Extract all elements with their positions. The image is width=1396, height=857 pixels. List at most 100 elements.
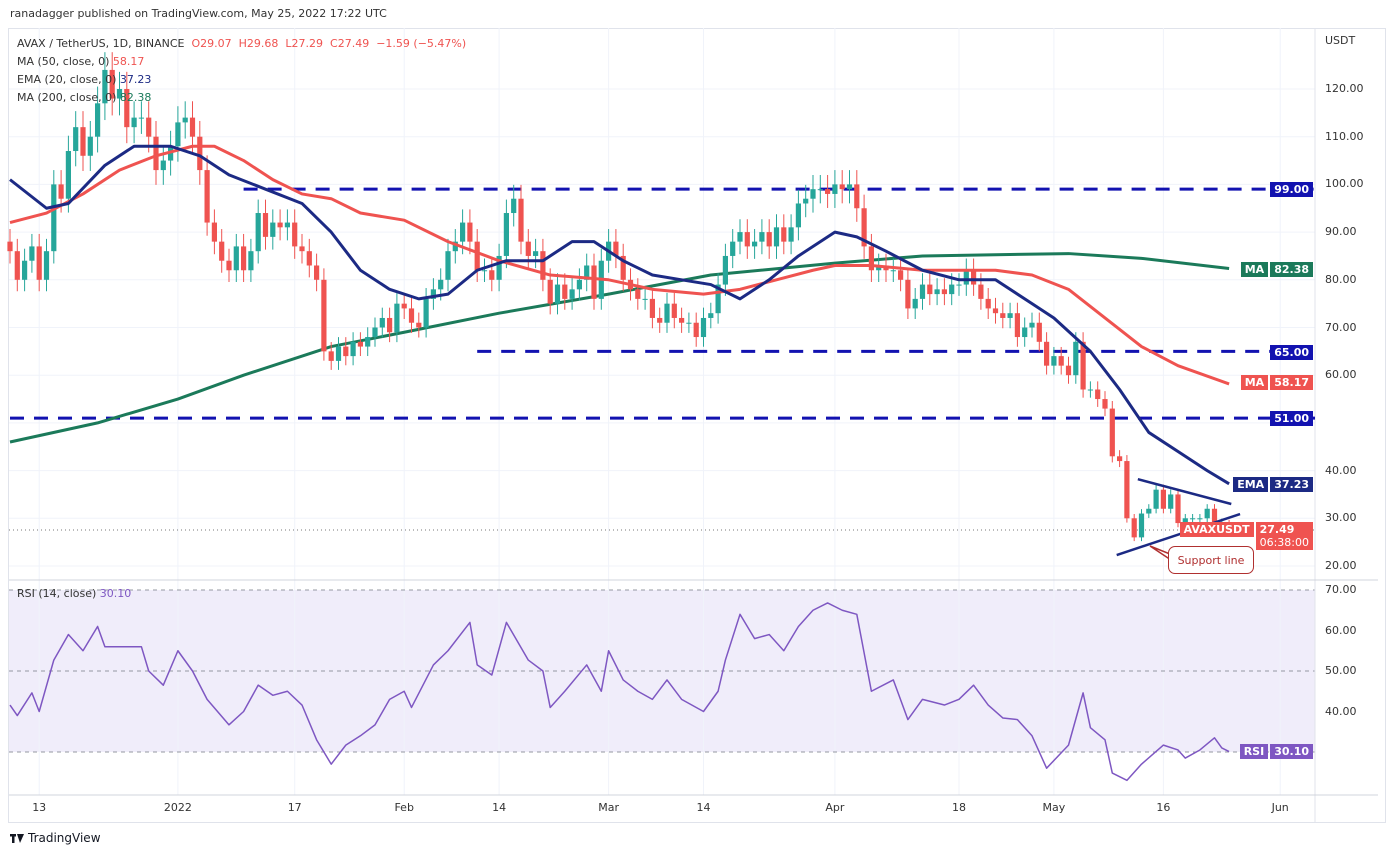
candle-body: [868, 246, 874, 271]
candle-body: [328, 351, 334, 361]
candle-body: [124, 89, 130, 128]
candle: [817, 175, 823, 204]
candle-body: [1153, 489, 1159, 509]
candle: [401, 292, 407, 320]
candle: [759, 219, 765, 255]
candle-body: [781, 227, 787, 242]
candle: [255, 199, 261, 264]
level-65-marker: 65.00: [1270, 345, 1313, 360]
candle: [1153, 484, 1159, 514]
candle-body: [248, 251, 254, 271]
candle: [394, 292, 400, 343]
candle-body: [1029, 322, 1035, 328]
price-tick: 100.00: [1325, 177, 1364, 191]
candle: [1131, 514, 1137, 542]
candle-body: [255, 213, 261, 252]
candle-body: [241, 246, 247, 271]
rsi-tick: 60.00: [1325, 623, 1357, 637]
candle: [379, 307, 385, 338]
triangle-upper-line: [1137, 477, 1232, 506]
candle: [408, 297, 415, 333]
tradingview-brand[interactable]: TradingView: [28, 831, 101, 845]
ma200-value: 82.38: [119, 91, 152, 104]
candle-body: [788, 227, 794, 242]
candle-body: [876, 265, 882, 271]
legend-ema20[interactable]: EMA (20, close, 0) 37.23: [17, 71, 466, 89]
candle-body: [262, 213, 269, 237]
candle: [591, 253, 597, 310]
candle-body: [679, 317, 685, 323]
candle: [1197, 514, 1203, 523]
legend-symbol: AVAX / TetherUS, 1D, BINANCE: [17, 37, 185, 50]
candle: [51, 170, 57, 264]
price-tick: 30.00: [1325, 511, 1357, 525]
level-65-label: 65.00: [1270, 345, 1313, 360]
candle: [664, 292, 670, 333]
candle: [1117, 450, 1123, 468]
candle: [1036, 312, 1042, 352]
rsi-value: 30.10: [99, 587, 132, 600]
chart-legend: AVAX / TetherUS, 1D, BINANCE O29.07 H29.…: [17, 35, 466, 107]
legend-symbol-row[interactable]: AVAX / TetherUS, 1D, BINANCE O29.07 H29.…: [17, 35, 466, 53]
candle: [102, 52, 108, 121]
candle: [36, 233, 42, 292]
rsi-price-label: 30.10: [1270, 744, 1313, 759]
candle: [927, 273, 933, 306]
ema20-line: [9, 144, 1230, 486]
candle-body: [1109, 408, 1115, 457]
legend-ma200[interactable]: MA (200, close, 0) 82.38: [17, 89, 466, 107]
candle: [518, 184, 524, 255]
candle-body: [430, 289, 436, 299]
candle: [671, 292, 677, 329]
candle: [832, 170, 838, 208]
candle: [1168, 489, 1174, 514]
candle-body: [1117, 456, 1123, 462]
candle-body: [277, 222, 283, 228]
candle: [43, 238, 50, 292]
rsi-line: [9, 602, 1230, 782]
candle-body: [1175, 494, 1181, 524]
candle: [788, 214, 794, 255]
candle: [204, 155, 210, 236]
candle: [1073, 332, 1079, 384]
candle-body: [861, 208, 867, 247]
grid: [9, 28, 1315, 795]
candle-body: [1197, 518, 1203, 520]
candle: [1095, 381, 1101, 407]
candle: [708, 302, 714, 329]
candle-body: [810, 189, 816, 199]
candle: [1146, 504, 1152, 518]
candle: [744, 219, 750, 259]
candle-body: [700, 317, 707, 338]
candle-body: [898, 270, 904, 280]
legend-rsi[interactable]: RSI (14, close) 30.10: [17, 587, 131, 600]
candle-body: [14, 251, 20, 280]
candle: [496, 243, 502, 292]
legend-ma50[interactable]: MA (50, close, 0) 58.17: [17, 53, 466, 71]
candle: [262, 199, 269, 250]
time-tick: Apr: [825, 801, 845, 814]
candle-body: [109, 69, 115, 99]
candle-body: [299, 246, 305, 252]
candle-body: [949, 284, 955, 295]
candle: [584, 253, 590, 292]
candle-body: [95, 103, 101, 137]
candle-body: [956, 284, 962, 286]
currency-label: USDT: [1325, 34, 1356, 47]
candle-body: [211, 222, 217, 242]
support-line-annotation[interactable]: Support line: [1168, 546, 1254, 574]
candle: [452, 229, 458, 264]
candle: [839, 170, 845, 204]
candle: [211, 209, 217, 255]
candle: [825, 175, 831, 208]
candle: [919, 273, 926, 310]
candle: [1007, 302, 1013, 329]
candle: [365, 327, 371, 357]
candle-body: [489, 270, 495, 280]
rsi-tick: 40.00: [1325, 704, 1357, 718]
candle: [270, 209, 276, 250]
candle: [284, 209, 290, 241]
publisher-line: ranadagger published on TradingView.com,…: [10, 7, 387, 20]
candle: [22, 248, 28, 292]
